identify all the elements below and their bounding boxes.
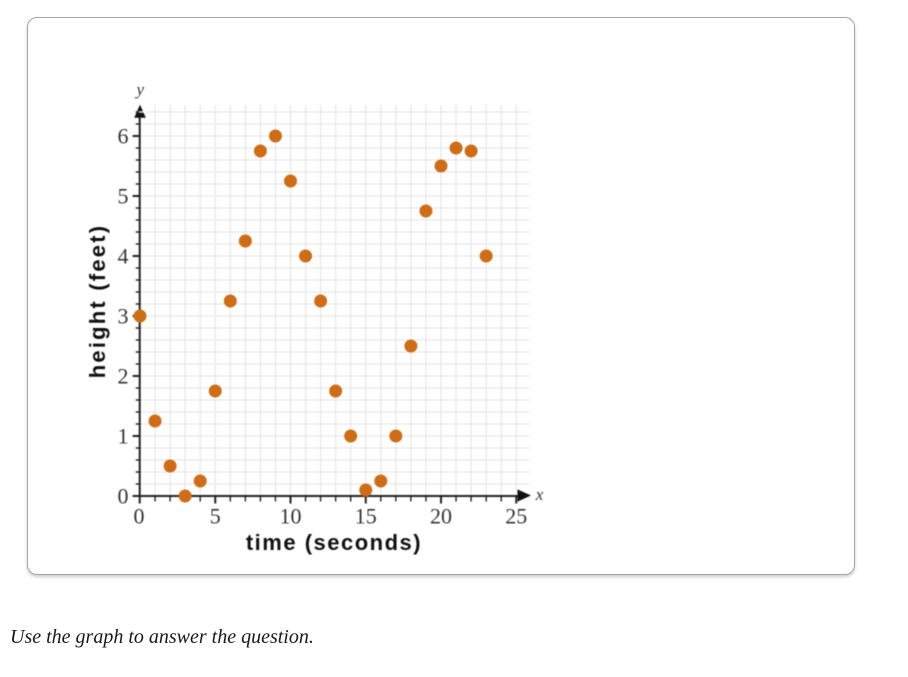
svg-text:5: 5 (210, 504, 221, 529)
svg-text:5: 5 (118, 183, 129, 208)
svg-text:y: y (135, 80, 145, 99)
svg-text:time (seconds): time (seconds) (246, 530, 422, 555)
svg-text:3: 3 (118, 303, 129, 328)
svg-text:x: x (535, 485, 544, 504)
svg-text:15: 15 (355, 504, 377, 529)
svg-text:4: 4 (118, 243, 129, 268)
svg-text:25: 25 (505, 504, 527, 529)
svg-text:1: 1 (118, 423, 129, 448)
svg-text:10: 10 (280, 504, 302, 529)
svg-text:2: 2 (118, 363, 129, 388)
svg-text:0: 0 (118, 483, 129, 508)
svg-text:height (feet): height (feet) (85, 224, 110, 378)
svg-text:6: 6 (118, 123, 129, 148)
svg-text:0: 0 (134, 504, 145, 529)
svg-text:20: 20 (430, 504, 452, 529)
